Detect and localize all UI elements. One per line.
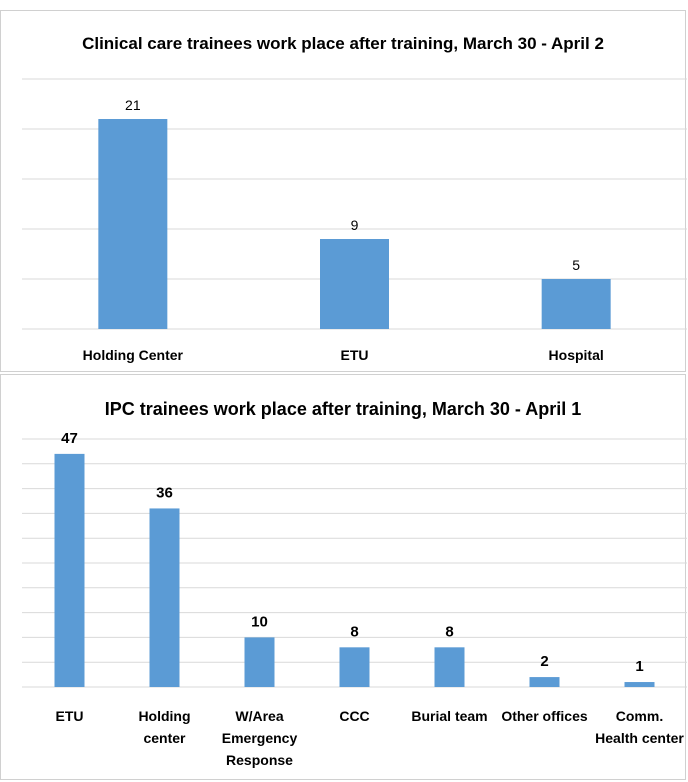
tick-label: Comm. Health center xyxy=(595,708,684,746)
bar xyxy=(98,119,168,329)
data-label: 1 xyxy=(635,658,643,675)
chart-ipc: IPC trainees work place after training, … xyxy=(0,374,687,780)
tick-label: Burial team xyxy=(411,708,487,724)
data-label: 21 xyxy=(125,97,141,113)
tick-label: Hospital xyxy=(549,347,604,363)
chart-title: IPC trainees work place after training, … xyxy=(104,399,582,419)
chart-svg: 47 ETU 36 Holding center 10 W/Area Emergency Res… xyxy=(22,430,687,768)
bar xyxy=(320,239,389,329)
data-label: 2 xyxy=(540,653,548,670)
tick-label-line: center xyxy=(143,730,186,746)
tick-label-line: W/Area xyxy=(235,708,283,724)
bar xyxy=(54,453,85,687)
tick-label-line: Burial team xyxy=(411,708,487,724)
data-label: 5 xyxy=(572,257,580,273)
tick-label: CCC xyxy=(339,708,369,724)
chart-clinical-care: Clinical care trainees work place after … xyxy=(0,10,687,372)
data-label: 36 xyxy=(156,484,173,501)
tick-label: Other offices xyxy=(501,708,588,724)
tick-label-line: Emergency xyxy=(222,730,298,746)
bar xyxy=(149,508,180,687)
tick-label-line: CCC xyxy=(339,708,369,724)
bar xyxy=(339,647,370,687)
tick-label: ETU xyxy=(56,708,84,724)
tick-label-line: ETU xyxy=(56,708,84,724)
tick-label-line: Holding Center xyxy=(83,347,184,363)
data-label: 47 xyxy=(61,430,78,447)
data-label: 8 xyxy=(350,623,358,640)
data-label: 10 xyxy=(251,613,268,630)
data-label: 8 xyxy=(445,623,453,640)
bar xyxy=(541,279,611,329)
bar xyxy=(434,647,465,687)
bar xyxy=(244,637,275,687)
tick-label-line: Hospital xyxy=(549,347,604,363)
tick-label-line: Comm. xyxy=(616,708,663,724)
tick-label-line: Other offices xyxy=(501,708,588,724)
tick-label-line: Health center xyxy=(595,730,684,746)
bar xyxy=(624,682,655,687)
tick-label-line: ETU xyxy=(341,347,369,363)
chart-svg: 21 Holding Center 9 ETU 5 Hospital xyxy=(22,78,687,363)
bar xyxy=(529,677,560,687)
chart-title: Clinical care trainees work place after … xyxy=(82,34,604,53)
tick-label: W/Area Emergency Response xyxy=(222,708,298,768)
tick-label: Holding center xyxy=(138,708,190,746)
tick-label-line: Response xyxy=(226,752,293,768)
tick-label-line: Holding xyxy=(138,708,190,724)
tick-label: ETU xyxy=(341,347,369,363)
data-label: 9 xyxy=(351,217,359,233)
tick-label: Holding Center xyxy=(83,347,184,363)
